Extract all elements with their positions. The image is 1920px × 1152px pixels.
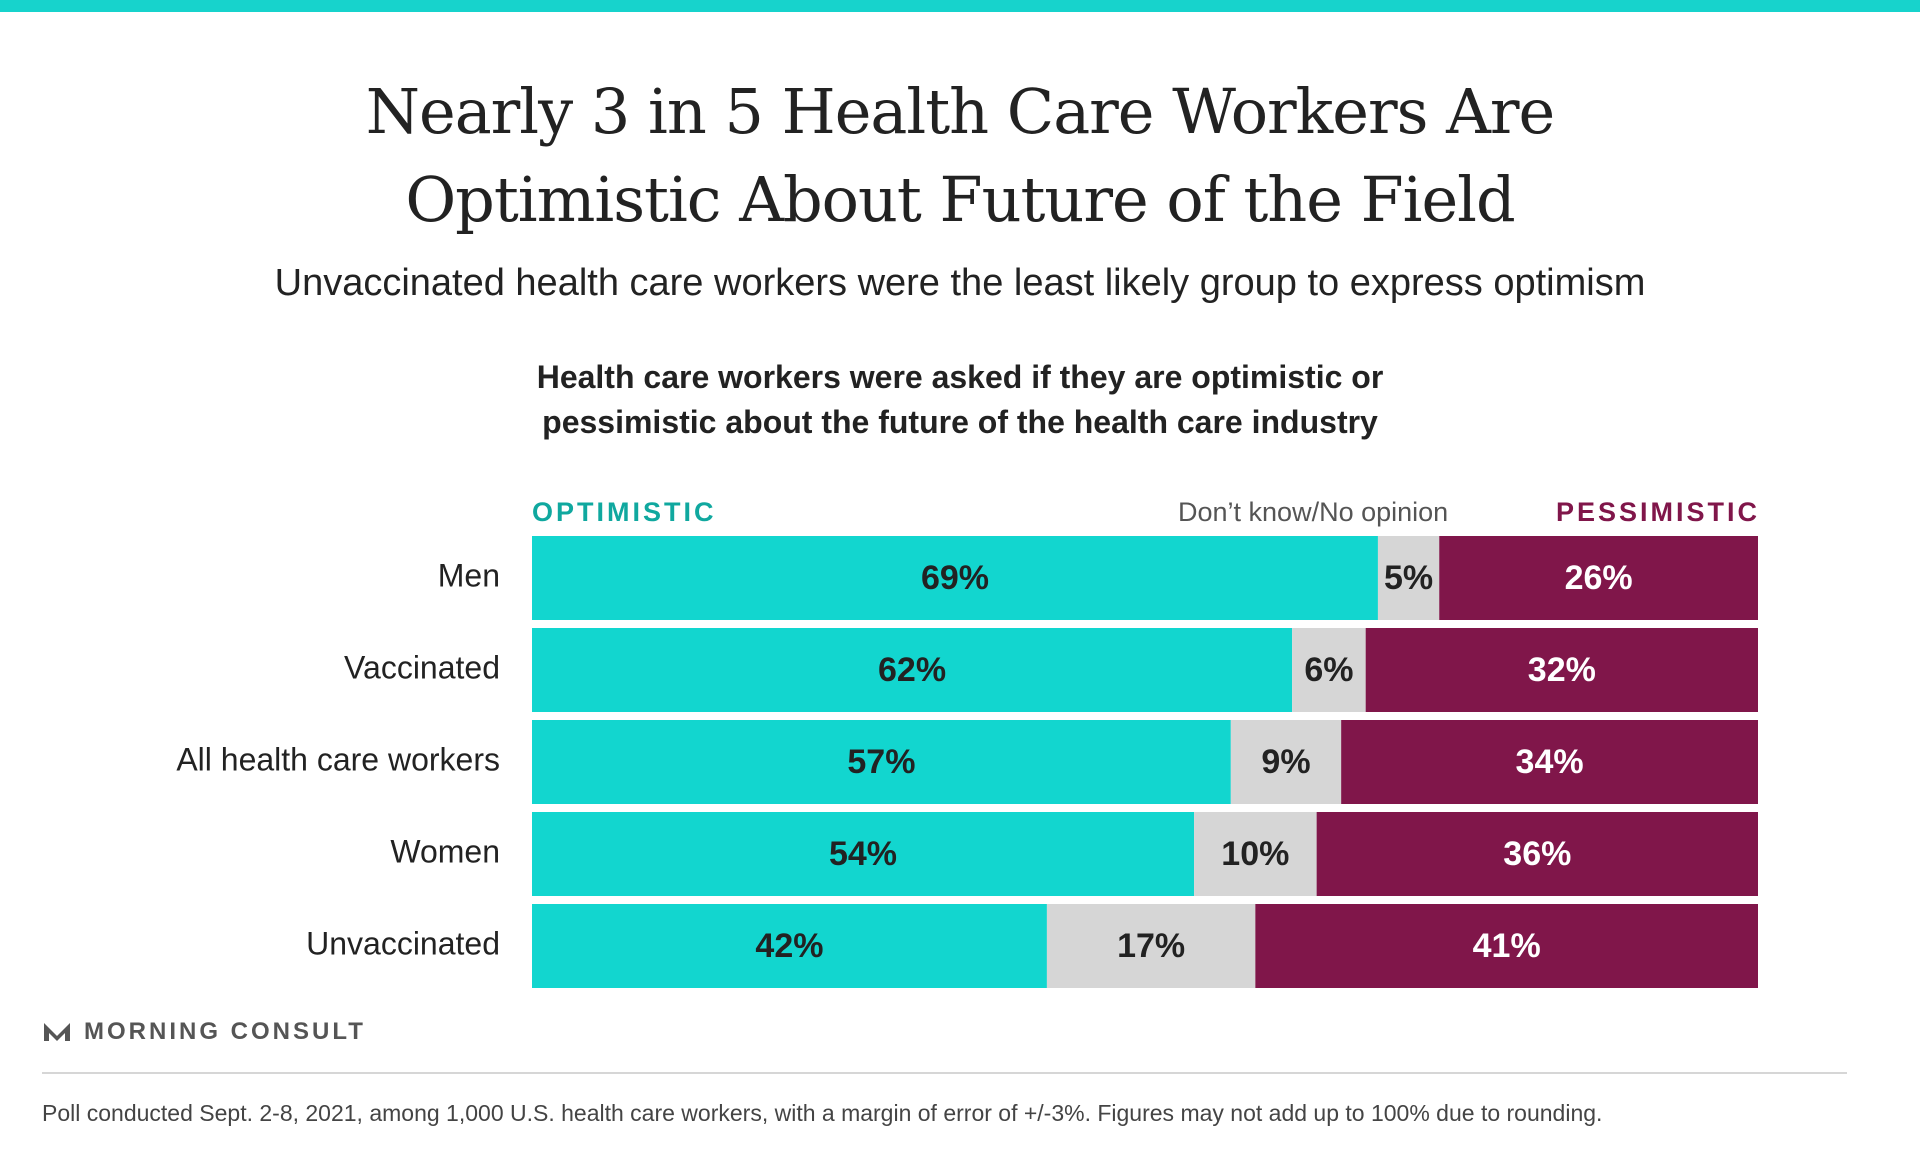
- bar-segment-optimistic: [532, 536, 1378, 620]
- chart-question: Health care workers were asked if they a…: [0, 355, 1920, 445]
- data-label-optimistic: 62%: [878, 651, 946, 689]
- row-label: All health care workers: [176, 741, 500, 777]
- row-label: Women: [390, 833, 500, 869]
- bar-segment-optimistic: [532, 720, 1231, 804]
- chart-title-line-1: Nearly 3 in 5 Health Care Workers Are: [365, 75, 1555, 148]
- morning-consult-logo: MORNING CONSULT: [42, 1017, 366, 1047]
- data-label-dont-know: 5%: [1384, 559, 1433, 597]
- footer-divider: [42, 1072, 1847, 1074]
- data-label-dont-know: 17%: [1117, 927, 1185, 965]
- bar-segment-pessimistic: [1439, 536, 1758, 620]
- bar-segment-dont-know: [1194, 812, 1317, 896]
- data-label-pessimistic: 41%: [1473, 927, 1541, 965]
- row-label: Unvaccinated: [306, 925, 500, 961]
- bar-segment-dont-know: [1046, 904, 1256, 988]
- legend-pessimistic: PESSIMISTIC: [1555, 497, 1760, 527]
- data-label-dont-know: 9%: [1261, 743, 1310, 781]
- data-label-dont-know: 6%: [1304, 651, 1353, 689]
- bar-segment-pessimistic: [1255, 904, 1758, 988]
- morning-consult-logo-text: MORNING CONSULT: [84, 1018, 366, 1045]
- data-label-pessimistic: 26%: [1565, 559, 1633, 597]
- data-label-pessimistic: 34%: [1516, 743, 1584, 781]
- bar-segment-pessimistic: [1316, 812, 1758, 896]
- bar-segment-optimistic: [532, 904, 1047, 988]
- data-label-optimistic: 57%: [847, 743, 915, 781]
- data-label-optimistic: 42%: [755, 927, 823, 965]
- legend-dont-know: Don’t know/No opinion: [1178, 497, 1449, 527]
- bar-segment-dont-know: [1230, 720, 1342, 804]
- bar-segment-dont-know: [1292, 628, 1366, 712]
- row-label: Vaccinated: [344, 649, 500, 685]
- bar-segment-dont-know: [1377, 536, 1440, 620]
- legend-optimistic: OPTIMISTIC: [532, 497, 717, 527]
- chart-question-line-2: pessimistic about the future of the heal…: [542, 404, 1378, 440]
- data-label-pessimistic: 32%: [1528, 651, 1596, 689]
- data-label-dont-know: 10%: [1221, 835, 1289, 873]
- bar-segment-optimistic: [532, 812, 1195, 896]
- chart-question-line-1: Health care workers were asked if they a…: [536, 359, 1384, 395]
- chart-title: Nearly 3 in 5 Health Care Workers Are Op…: [0, 68, 1920, 244]
- morning-consult-logo-icon: [44, 1023, 70, 1041]
- chart-title-line-2: Optimistic About Future of the Field: [405, 163, 1515, 236]
- data-label-optimistic: 69%: [921, 559, 989, 597]
- bar-segment-pessimistic: [1341, 720, 1758, 804]
- row-label: Men: [438, 557, 500, 593]
- data-label-pessimistic: 36%: [1503, 835, 1571, 873]
- chart-subtitle: Unvaccinated health care workers were th…: [274, 262, 1646, 304]
- footnote: Poll conducted Sept. 2-8, 2021, among 1,…: [42, 1100, 1603, 1126]
- data-label-optimistic: 54%: [829, 835, 897, 873]
- bar-segment-pessimistic: [1365, 628, 1758, 712]
- top-accent-bar: [0, 0, 1920, 12]
- bar-segment-optimistic: [532, 628, 1293, 712]
